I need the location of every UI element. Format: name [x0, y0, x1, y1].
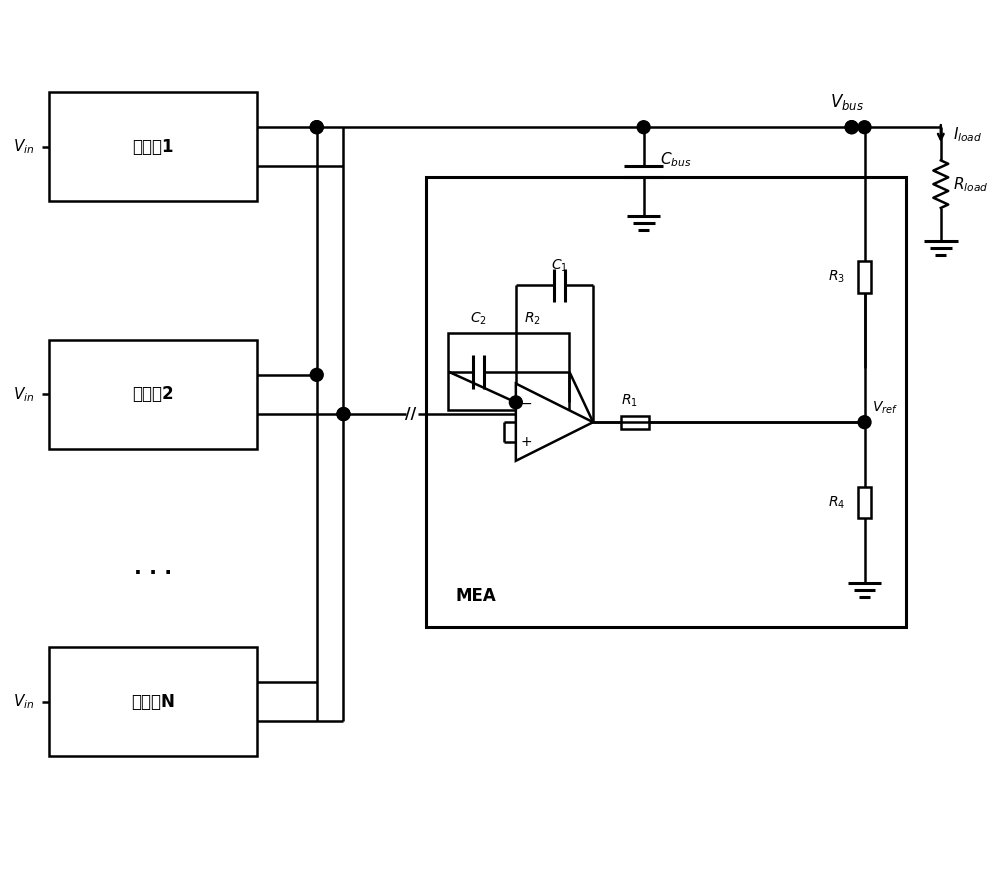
- Circle shape: [509, 396, 522, 408]
- Text: $V_{in}$: $V_{in}$: [13, 137, 34, 156]
- Text: $R_3$: $R_3$: [828, 269, 845, 286]
- Bar: [858, 486, 871, 518]
- Circle shape: [845, 121, 858, 133]
- Circle shape: [858, 121, 871, 133]
- Circle shape: [337, 408, 350, 421]
- Text: $+$: $+$: [520, 435, 532, 449]
- Text: · · ·: · · ·: [134, 563, 172, 583]
- Bar: [49, 647, 257, 756]
- Bar: [49, 340, 257, 449]
- Bar: [621, 415, 649, 429]
- Bar: [858, 261, 871, 293]
- Text: $C_2$: $C_2$: [470, 310, 487, 327]
- Text: $C_{bus}$: $C_{bus}$: [660, 150, 692, 169]
- Text: 子模块1: 子模块1: [133, 138, 174, 156]
- Text: $C_1$: $C_1$: [551, 257, 568, 274]
- Text: $R_{load}$: $R_{load}$: [953, 175, 988, 194]
- Text: $V_{ref}$: $V_{ref}$: [872, 400, 899, 416]
- Text: $-$: $-$: [520, 395, 532, 409]
- Bar: [49, 92, 257, 202]
- Circle shape: [310, 121, 323, 133]
- Circle shape: [337, 408, 350, 421]
- Text: //: //: [405, 407, 416, 422]
- Text: $V_{bus}$: $V_{bus}$: [830, 92, 864, 112]
- Text: $V_{in}$: $V_{in}$: [13, 692, 34, 711]
- Circle shape: [637, 121, 650, 133]
- Bar: [448, 333, 569, 410]
- Text: $R_1$: $R_1$: [621, 392, 638, 409]
- Bar: [519, 365, 547, 378]
- Text: $R_4$: $R_4$: [828, 494, 845, 511]
- Text: $V_{in}$: $V_{in}$: [13, 385, 34, 404]
- Circle shape: [845, 121, 858, 133]
- Circle shape: [858, 415, 871, 429]
- Circle shape: [310, 121, 323, 133]
- Text: MEA: MEA: [455, 588, 496, 606]
- Text: 子模块2: 子模块2: [132, 385, 174, 403]
- Polygon shape: [516, 384, 593, 461]
- Text: $I_{load}$: $I_{load}$: [953, 126, 982, 144]
- Bar: [426, 177, 906, 628]
- Text: $R_2$: $R_2$: [524, 310, 541, 327]
- Text: 子模块N: 子模块N: [131, 692, 175, 711]
- Circle shape: [310, 369, 323, 381]
